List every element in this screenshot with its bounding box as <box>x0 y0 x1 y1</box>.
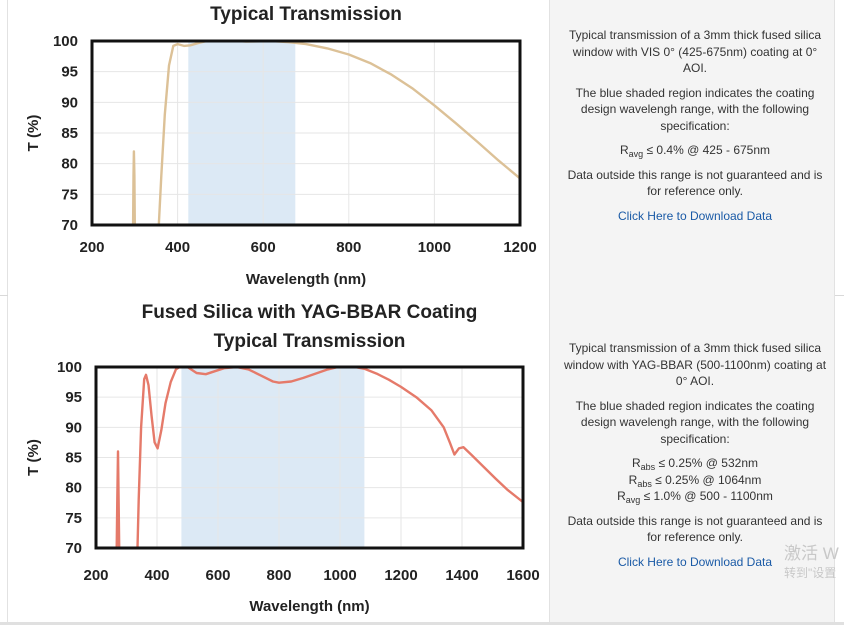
y-tick-label: 100 <box>53 33 78 50</box>
spec-line: Ravg ≤ 1.0% @ 500 - 1100nm <box>562 488 828 505</box>
chart-subtitle: Typical Transmission <box>214 331 406 352</box>
shading-note: The blue shaded region indicates the coa… <box>575 85 815 133</box>
x-tick-label: 1000 <box>418 239 451 256</box>
chart-title: Fused Silica with YAG-BBAR Coating <box>142 302 478 323</box>
x-tick-label: 600 <box>205 567 230 584</box>
x-tick-label: 1000 <box>323 567 356 584</box>
spec-line: Rabs ≤ 0.25% @ 1064nm <box>562 472 828 489</box>
disclaimer: Data outside this range is not guarantee… <box>567 513 823 545</box>
download-data-link[interactable]: Click Here to Download Data <box>617 554 773 569</box>
left-border <box>7 0 8 625</box>
info-cell: Typical transmission of a 3mm thick fuse… <box>549 295 835 625</box>
y-tick-label: 90 <box>61 94 78 111</box>
transmission-line <box>136 367 523 548</box>
spec-value: ≤ 1.0% @ 500 - 1100nm <box>640 489 773 503</box>
y-tick-label: 85 <box>65 450 82 467</box>
spec-symbol: R <box>619 143 629 157</box>
y-tick-label: 70 <box>61 217 78 234</box>
y-tick-label: 80 <box>61 156 78 173</box>
spec-value: ≤ 0.4% @ 425 - 675nm <box>643 143 771 157</box>
chart-description: Typical transmission of a 3mm thick fuse… <box>563 341 827 388</box>
spec-list: Ravg ≤ 0.4% @ 425 - 675nm <box>562 142 828 159</box>
spec-symbol: R <box>631 456 641 470</box>
activation-watermark: 激活 W 转到"设置 <box>784 543 839 581</box>
x-tick-label: 1200 <box>384 567 417 584</box>
spec-symbol: R <box>628 472 638 487</box>
spec-subscript: abs <box>640 462 656 472</box>
y-tick-label: 80 <box>65 480 82 497</box>
chart-description: Typical transmission of a 3mm thick fuse… <box>568 28 822 75</box>
chart-cell: Fused Silica with YAG-BBAR Coating Typica… <box>8 295 549 625</box>
info-panel: Typical transmission of a 3mm thick fuse… <box>562 340 828 578</box>
x-tick-label: 800 <box>336 239 361 256</box>
disclaimer: Data outside this range is not guarantee… <box>567 167 823 199</box>
y-tick-label: 75 <box>61 186 78 203</box>
spec-value: ≤ 0.25% @ 532nm <box>655 456 759 470</box>
x-axis-label: Wavelength (nm) <box>249 598 369 615</box>
bottom-divider <box>0 622 844 625</box>
plot-frame <box>90 39 522 227</box>
spec-list: Rabs ≤ 0.25% @ 532nm Rabs ≤ 0.25% @ 1064n… <box>562 455 828 505</box>
x-axis-label: Wavelength (nm) <box>246 271 366 288</box>
y-axis-label: T (%) <box>25 115 42 152</box>
x-tick-label: 800 <box>266 567 291 584</box>
y-tick-label: 95 <box>65 389 82 406</box>
info-panel: Typical transmission of a 3mm thick fuse… <box>562 27 828 232</box>
y-tick-label: 85 <box>61 125 78 142</box>
spec-subscript: abs <box>637 478 652 489</box>
transmission-line <box>131 150 136 225</box>
x-tick-label: 400 <box>165 239 190 256</box>
x-tick-label: 1400 <box>445 567 478 584</box>
chart-cell: Typical Transmission 100 95 90 85 80 75 70 200 40… <box>8 0 549 295</box>
x-tick-label: 200 <box>79 239 104 256</box>
plot-frame <box>94 365 525 550</box>
y-tick-label: 100 <box>57 359 82 376</box>
spec-subscript: avg <box>628 149 644 159</box>
y-axis-label: T (%) <box>25 439 42 476</box>
transmission-line <box>115 450 121 548</box>
download-data-link[interactable]: Click Here to Download Data <box>617 208 773 223</box>
x-tick-label: 1600 <box>506 567 539 584</box>
y-tick-label: 70 <box>65 540 82 557</box>
x-tick-label: 200 <box>83 567 108 584</box>
transmission-line <box>157 41 520 225</box>
y-tick-label: 90 <box>65 419 82 436</box>
spec-subscript: avg <box>625 495 641 505</box>
x-tick-label: 600 <box>251 239 276 256</box>
y-tick-label: 75 <box>65 510 82 527</box>
chart-row-yag: Fused Silica with YAG-BBAR Coating Typica… <box>0 295 844 625</box>
watermark-line: 转到"设置 <box>784 566 837 580</box>
shading-note: The blue shaded region indicates the coa… <box>575 398 815 446</box>
info-cell: Typical transmission of a 3mm thick fuse… <box>549 0 835 295</box>
spec-symbol: R <box>617 489 626 503</box>
spec-line: Rabs ≤ 0.25% @ 532nm <box>562 455 828 472</box>
transmission-chart-yag: Fused Silica with YAG-BBAR Coating Typica… <box>25 302 540 615</box>
chart-title: Typical Transmission <box>210 4 402 25</box>
chart-row-vis: Typical Transmission 100 95 90 85 80 75 70 200 40… <box>0 0 844 295</box>
watermark-line: 激活 W <box>784 544 839 563</box>
x-tick-label: 400 <box>144 567 169 584</box>
spec-value: ≤ 0.25% @ 1064nm <box>651 472 762 487</box>
spec-line: Ravg ≤ 0.4% @ 425 - 675nm <box>562 142 828 159</box>
y-tick-label: 95 <box>61 64 78 81</box>
x-tick-label: 1200 <box>503 239 536 256</box>
